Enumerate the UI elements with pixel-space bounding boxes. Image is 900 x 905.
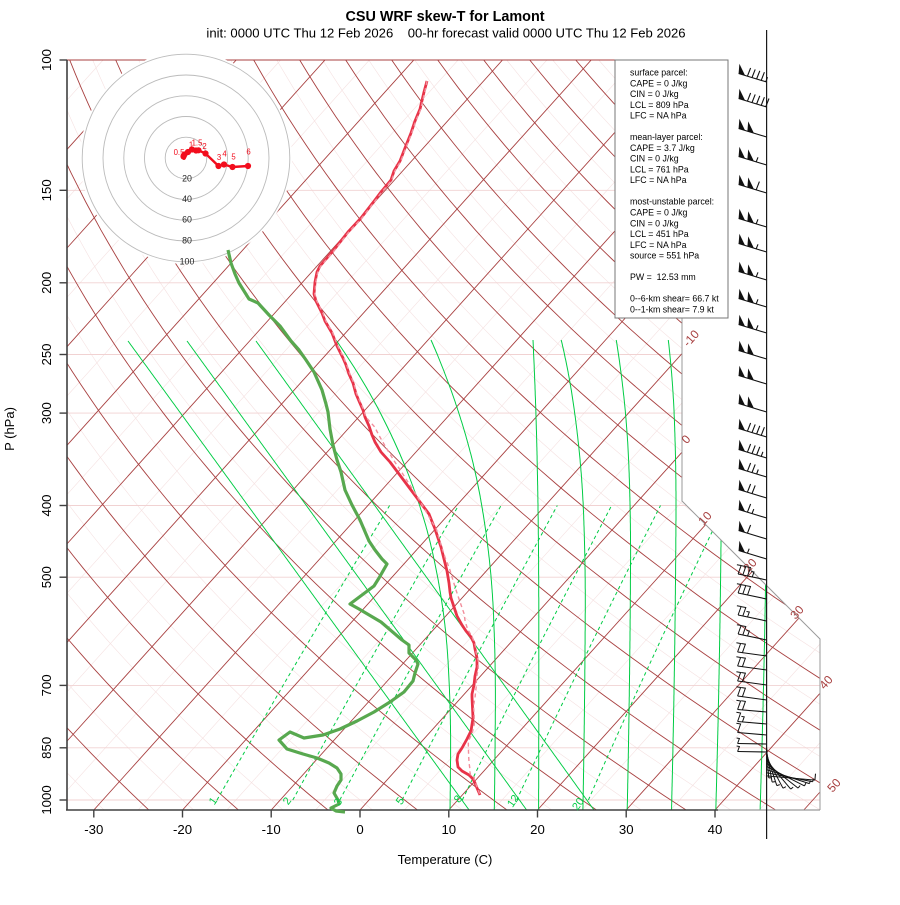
svg-text:3: 3 <box>217 153 221 162</box>
svg-text:CIN = 0 J/kg: CIN = 0 J/kg <box>630 154 679 164</box>
svg-text:20: 20 <box>182 173 192 183</box>
svg-text:init: 0000 UTC Thu 12 Feb 2026: init: 0000 UTC Thu 12 Feb 2026 00-hr for… <box>206 26 685 41</box>
svg-text:2: 2 <box>202 142 206 151</box>
svg-text:P (hPa): P (hPa) <box>2 407 17 451</box>
svg-text:Temperature (C): Temperature (C) <box>398 852 493 867</box>
svg-text:80: 80 <box>182 236 192 246</box>
svg-text:0--1-km shear= 7.9 kt: 0--1-km shear= 7.9 kt <box>630 304 714 314</box>
svg-text:CSU WRF skew-T for Lamont: CSU WRF skew-T for Lamont <box>345 9 544 25</box>
svg-text:10: 10 <box>441 822 456 837</box>
svg-text:mean-layer parcel:: mean-layer parcel: <box>630 132 703 142</box>
svg-text:200: 200 <box>39 272 54 294</box>
svg-text:LCL = 809 hPa: LCL = 809 hPa <box>630 100 689 110</box>
svg-text:250: 250 <box>39 343 54 365</box>
svg-text:source = 551 hPa: source = 551 hPa <box>630 251 699 261</box>
svg-text:-10: -10 <box>262 822 281 837</box>
svg-text:5: 5 <box>231 153 236 162</box>
svg-text:LFC = NA hPa: LFC = NA hPa <box>630 111 687 121</box>
svg-text:0--6-km shear= 66.7 kt: 0--6-km shear= 66.7 kt <box>630 294 719 304</box>
svg-text:300: 300 <box>39 402 54 424</box>
svg-text:-30: -30 <box>84 822 103 837</box>
svg-text:LFC = NA hPa: LFC = NA hPa <box>630 175 687 185</box>
svg-text:LCL = 761 hPa: LCL = 761 hPa <box>630 164 689 174</box>
svg-text:LFC = NA hPa: LFC = NA hPa <box>630 240 687 250</box>
svg-text:0: 0 <box>356 822 363 837</box>
svg-text:surface parcel:: surface parcel: <box>630 68 688 78</box>
svg-text:30: 30 <box>619 822 634 837</box>
svg-text:6: 6 <box>246 148 250 157</box>
svg-text:CAPE = 0 J/kg: CAPE = 0 J/kg <box>630 78 688 88</box>
svg-text:40: 40 <box>708 822 723 837</box>
svg-text:CIN = 0 J/kg: CIN = 0 J/kg <box>630 89 679 99</box>
svg-text:PW = 12.53 mm: PW = 12.53 mm <box>630 272 696 282</box>
svg-text:850: 850 <box>39 737 54 759</box>
svg-text:4: 4 <box>222 150 227 159</box>
svg-text:40: 40 <box>182 194 192 204</box>
svg-text:100: 100 <box>180 256 195 266</box>
svg-text:CAPE = 3.7 J/kg: CAPE = 3.7 J/kg <box>630 143 695 153</box>
svg-text:-20: -20 <box>173 822 192 837</box>
svg-text:1000: 1000 <box>39 785 54 814</box>
svg-text:150: 150 <box>39 179 54 201</box>
svg-text:20: 20 <box>530 822 545 837</box>
svg-text:700: 700 <box>39 674 54 696</box>
svg-text:CIN = 0 J/kg: CIN = 0 J/kg <box>630 218 679 228</box>
svg-text:500: 500 <box>39 566 54 588</box>
svg-text:100: 100 <box>39 49 54 71</box>
svg-text:LCL = 451 hPa: LCL = 451 hPa <box>630 229 689 239</box>
svg-text:CAPE = 0 J/kg: CAPE = 0 J/kg <box>630 208 688 218</box>
svg-text:400: 400 <box>39 494 54 516</box>
svg-text:60: 60 <box>182 215 192 225</box>
svg-text:0: 0 <box>182 153 187 162</box>
svg-text:most-unstable parcel:: most-unstable parcel: <box>630 197 714 207</box>
